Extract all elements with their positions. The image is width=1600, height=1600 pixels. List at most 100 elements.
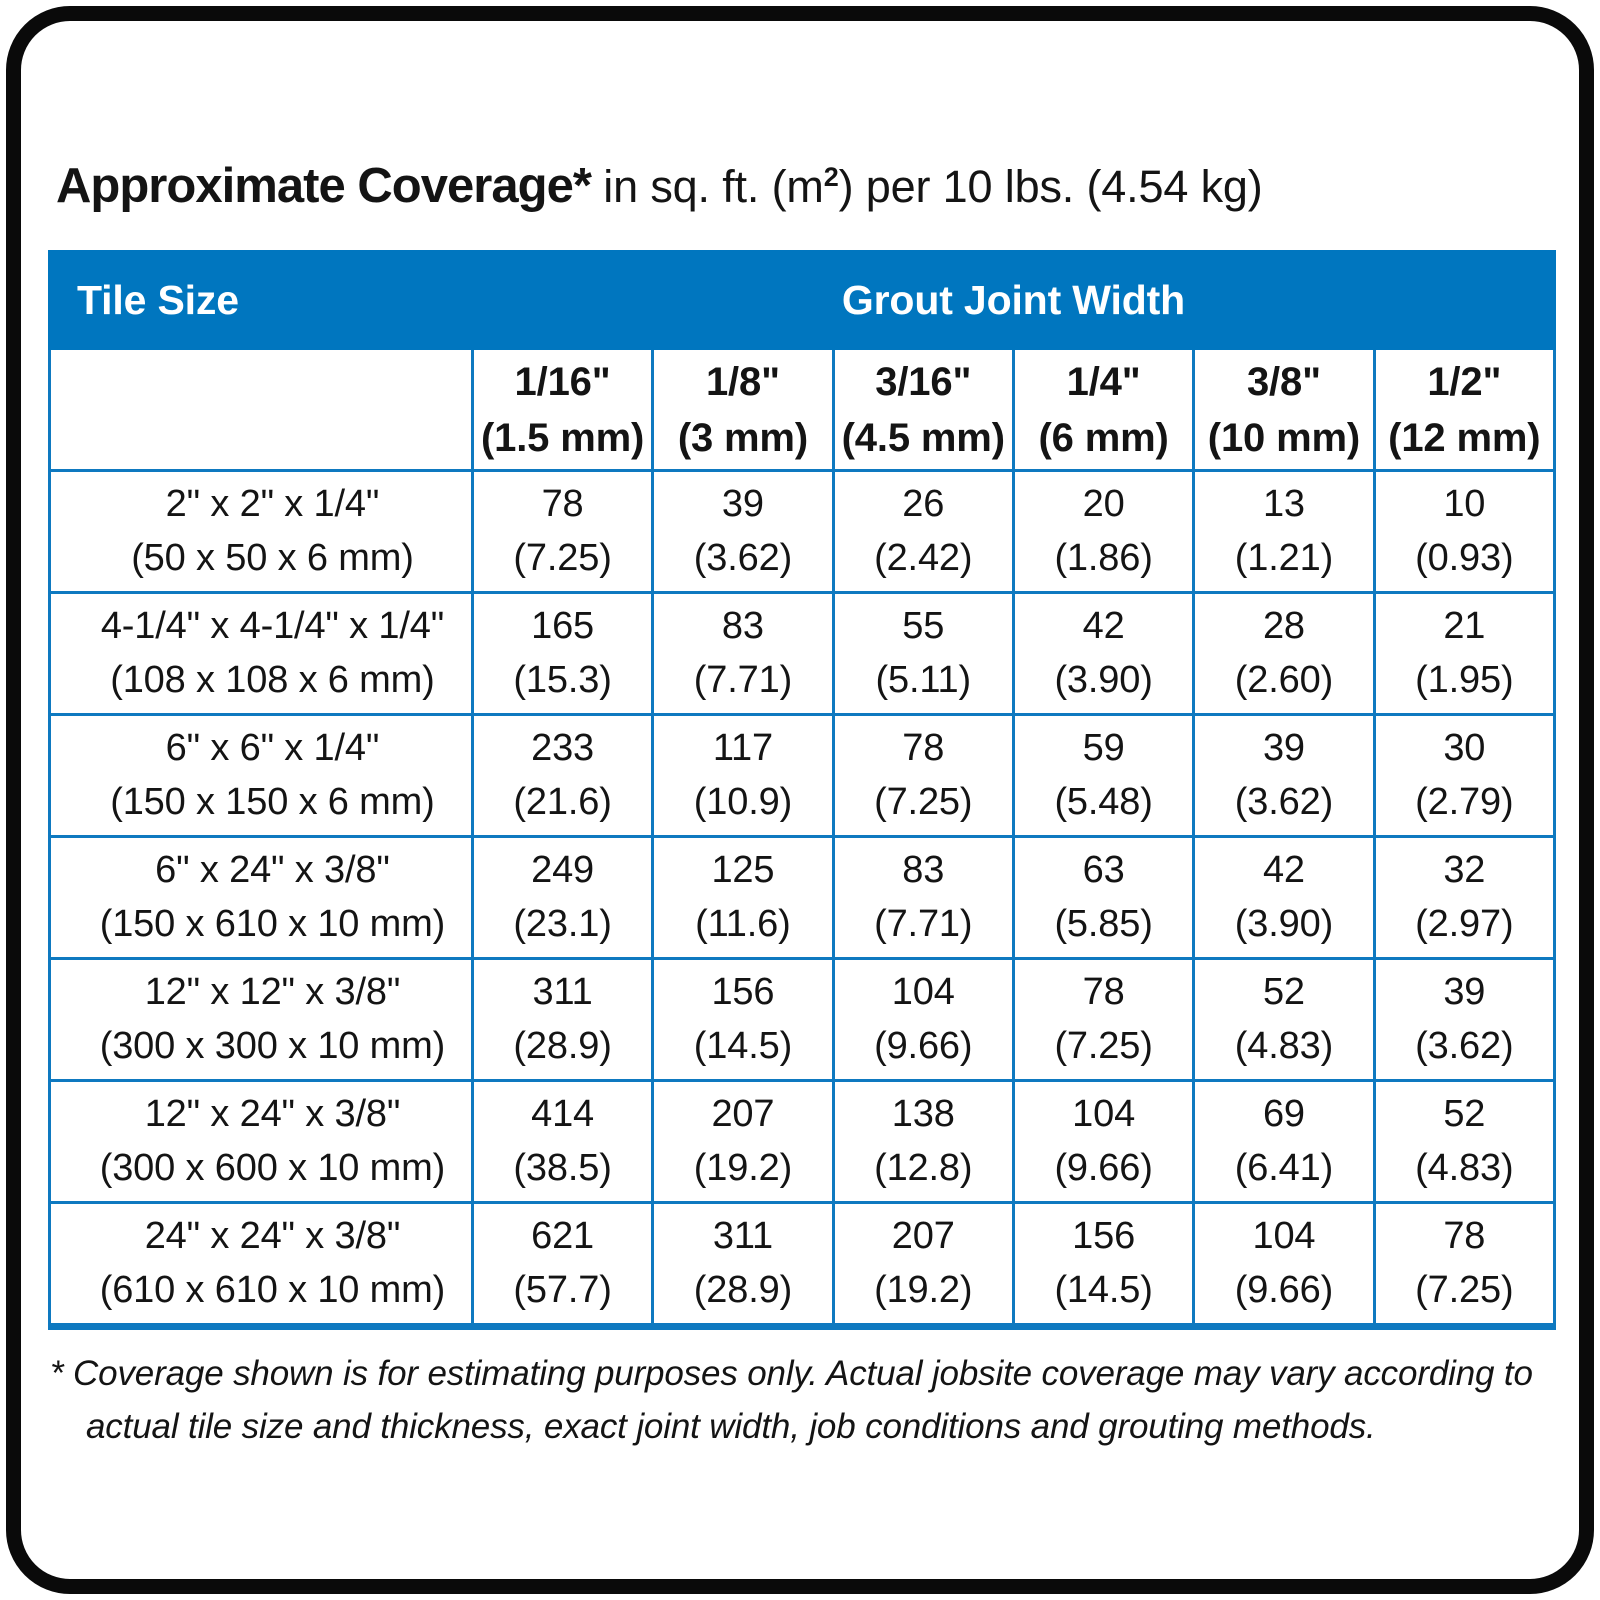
coverage-cell: 125 (11.6): [651, 835, 835, 960]
coverage-m2: (1.21): [1234, 536, 1334, 579]
coverage-sqft: 59: [1082, 727, 1125, 770]
coverage-m2: (57.7): [513, 1268, 612, 1311]
coverage-cell: 233 (21.6): [470, 713, 655, 838]
coverage-cell: 104 (9.66): [831, 957, 1015, 1082]
coverage-cell: 207 (19.2): [651, 1079, 835, 1204]
coverage-m2: (1.86): [1054, 536, 1153, 579]
coverage-m2: (3.62): [693, 536, 793, 579]
coverage-sqft: 26: [902, 483, 945, 526]
coverage-cell: 55 (5.11): [831, 591, 1015, 716]
coverage-cell: 63 (5.85): [1011, 835, 1196, 960]
coverage-cell: 30 (2.79): [1372, 713, 1557, 838]
coverage-sqft: 69: [1262, 1093, 1305, 1136]
coverage-sqft: 10: [1443, 483, 1486, 526]
tile-size-cell: 12" x 24" x 3/8" (300 x 600 x 10 mm): [48, 1079, 474, 1204]
coverage-sqft: 78: [1443, 1215, 1486, 1258]
coverage-sqft: 83: [902, 849, 945, 892]
coverage-sqft: 233: [531, 727, 595, 770]
coverage-sqft: 156: [1072, 1215, 1136, 1258]
tile-size-cell: 6" x 6" x 1/4" (150 x 150 x 6 mm): [48, 713, 474, 838]
tile-size-header: Tile Size: [48, 250, 474, 350]
coverage-m2: (5.11): [875, 658, 972, 701]
coverage-sqft: 78: [1082, 971, 1125, 1014]
coverage-m2: (1.95): [1415, 658, 1514, 701]
coverage-sqft: 104: [1072, 1093, 1136, 1136]
coverage-m2: (21.6): [513, 780, 612, 823]
coverage-m2: (3.62): [1234, 780, 1334, 823]
joint-width-column-header: 3/8" (10 mm): [1192, 347, 1376, 472]
coverage-sqft: 42: [1082, 605, 1125, 648]
joint-width-inches: 1/8": [705, 359, 780, 404]
coverage-cell: 83 (7.71): [651, 591, 835, 716]
table-row: 6" x 6" x 1/4" (150 x 150 x 6 mm) 233 (21.…: [48, 713, 1557, 838]
joint-width-column-header: 3/16" (4.5 mm): [831, 347, 1015, 472]
coverage-m2: (3.62): [1415, 1024, 1514, 1067]
coverage-sqft: 621: [531, 1215, 595, 1258]
coverage-sqft: 249: [531, 849, 595, 892]
joint-width-mm: (3 mm): [677, 415, 808, 460]
coverage-cell: 13 (1.21): [1192, 469, 1376, 594]
tile-size-inches: 12" x 12" x 3/8": [144, 971, 401, 1014]
footnote-text: Coverage shown is for estimating purpose…: [73, 1354, 1533, 1446]
coverage-cell: 104 (9.66): [1011, 1079, 1196, 1204]
tile-size-inches: 6" x 24" x 3/8": [155, 849, 390, 892]
coverage-m2: (7.25): [874, 780, 973, 823]
coverage-m2: (9.66): [874, 1024, 973, 1067]
joint-width-column-header: 1/8" (3 mm): [651, 347, 835, 472]
coverage-sqft: 207: [711, 1093, 775, 1136]
tile-size-cell: 24" x 24" x 3/8" (610 x 610 x 10 mm): [48, 1201, 474, 1328]
coverage-m2: (5.85): [1054, 902, 1153, 945]
table-row: 6" x 24" x 3/8" (150 x 610 x 10 mm) 249 (2…: [48, 835, 1557, 960]
table-row: 2" x 2" x 1/4" (50 x 50 x 6 mm) 78 (7.25) …: [48, 469, 1557, 594]
coverage-table-body: 2" x 2" x 1/4" (50 x 50 x 6 mm) 78 (7.25) …: [48, 469, 1557, 1328]
coverage-sqft: 52: [1262, 971, 1305, 1014]
coverage-cell: 52 (4.83): [1372, 1079, 1557, 1204]
coverage-sqft: 104: [1252, 1215, 1316, 1258]
table-row: 12" x 12" x 3/8" (300 x 300 x 10 mm) 311 (…: [48, 957, 1557, 1082]
coverage-sqft: 311: [712, 1215, 773, 1258]
coverage-cell: 42 (3.90): [1192, 835, 1376, 960]
coverage-cell: 26 (2.42): [831, 469, 1015, 594]
joint-width-mm: (1.5 mm): [480, 415, 645, 460]
coverage-sqft: 78: [541, 483, 584, 526]
coverage-sqft: 32: [1443, 849, 1486, 892]
coverage-sqft: 138: [891, 1093, 955, 1136]
tile-size-inches: 4-1/4" x 4-1/4" x 1/4": [100, 605, 445, 648]
coverage-table: Tile Size Grout Joint Width 1/16" (1.5 mm…: [48, 250, 1557, 1330]
coverage-cell: 138 (12.8): [831, 1079, 1015, 1204]
coverage-sqft: 30: [1443, 727, 1486, 770]
coverage-sqft: 28: [1262, 605, 1305, 648]
coverage-m2: (2.42): [874, 536, 973, 579]
footnote-marker: *: [50, 1354, 64, 1393]
tile-size-cell: 2" x 2" x 1/4" (50 x 50 x 6 mm): [48, 469, 474, 594]
coverage-m2: (9.66): [1234, 1268, 1334, 1311]
coverage-sqft: 207: [891, 1215, 955, 1258]
tile-size-mm: (610 x 610 x 10 mm): [99, 1268, 446, 1311]
coverage-m2: (15.3): [513, 658, 612, 701]
coverage-sqft: 13: [1262, 483, 1305, 526]
coverage-cell: 78 (7.25): [831, 713, 1015, 838]
coverage-m2: (7.25): [513, 536, 612, 579]
coverage-m2: (4.83): [1415, 1146, 1514, 1189]
coverage-m2: (19.2): [693, 1146, 793, 1189]
footnote: * Coverage shown is for estimating purpo…: [50, 1348, 1556, 1453]
coverage-cell: 621 (57.7): [470, 1201, 655, 1328]
joint-width-mm: (10 mm): [1207, 415, 1361, 460]
coverage-m2: (23.1): [513, 902, 612, 945]
coverage-sqft: 39: [721, 483, 764, 526]
coverage-cell: 39 (3.62): [1192, 713, 1376, 838]
coverage-m2: (19.2): [874, 1268, 973, 1311]
coverage-m2: (0.93): [1415, 536, 1514, 579]
coverage-m2: (2.97): [1415, 902, 1514, 945]
tile-size-mm: (300 x 300 x 10 mm): [99, 1024, 446, 1067]
coverage-cell: 311 (28.9): [470, 957, 655, 1082]
tile-size-mm: (150 x 150 x 6 mm): [110, 780, 435, 823]
table-row: 24" x 24" x 3/8" (610 x 610 x 10 mm) 621 (…: [48, 1201, 1557, 1328]
coverage-sqft: 117: [712, 727, 773, 770]
coverage-sqft: 39: [1262, 727, 1305, 770]
title-unit-post: ) per 10 lbs. (4.54 kg): [838, 161, 1263, 212]
tile-size-cell: 12" x 12" x 3/8" (300 x 300 x 10 mm): [48, 957, 474, 1082]
joint-width-inches: 3/8": [1246, 359, 1321, 404]
coverage-m2: (10.9): [693, 780, 793, 823]
joint-width-inches: 1/16": [514, 359, 611, 404]
